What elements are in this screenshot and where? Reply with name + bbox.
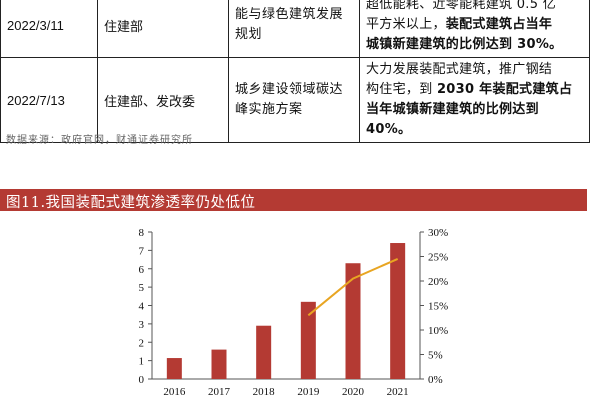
content-cell: 大力发展装配式建筑，推广钢结 构住宅，到 2030 年装配式建筑占 当年城镇新建建筑… [359, 57, 590, 143]
document-cell: 能与绿色建筑发展 规划 [228, 0, 360, 58]
bar [256, 325, 272, 379]
document-line: 能与绿色建筑发展 [235, 7, 344, 22]
document-line: 城乡建设领域碳达 [235, 82, 344, 97]
right-tick-label: 5% [428, 350, 443, 362]
x-tick-label: 2016 [163, 386, 186, 398]
left-tick-label: 7 [139, 245, 145, 257]
document-cell: 城乡建设领域碳达 峰实施方案 [228, 57, 360, 143]
content-line: 城镇新建建筑的比例达到 30%。 [366, 35, 583, 55]
bold-text: 城镇新建建筑的比例达到 30%。 [366, 37, 563, 52]
text: 大力发展装配式建筑，推广钢结 [366, 62, 553, 77]
bar [300, 301, 316, 379]
content-line: 当年城镇新建建筑的比例达到 [366, 100, 583, 120]
policy-table: 2022/3/11 住建部 能与绿色建筑发展 规划 超低能耗、近零能耗建筑 0.… [0, 0, 590, 143]
x-tick-label: 2021 [387, 386, 409, 398]
bold-text: 40%。 [366, 122, 412, 137]
left-tick-label: 6 [139, 264, 145, 276]
penetration-line [307, 258, 399, 317]
left-tick-label: 0 [139, 374, 145, 386]
content-line: 平方米以上，装配式建筑占当年 [366, 15, 583, 35]
department-cell: 住建部 [97, 0, 229, 58]
bar [166, 358, 182, 379]
right-tick-label: 10% [428, 325, 448, 337]
left-tick-label: 8 [139, 227, 145, 239]
bold-text: 当年城镇新建建筑的比例达到 [366, 102, 539, 117]
content-line: 40%。 [366, 120, 583, 140]
source-note: 数据来源：政府官网，财通证券研究所 [6, 135, 193, 146]
right-tick-label: 15% [428, 301, 448, 313]
bar [345, 263, 361, 379]
content-line: 超低能耗、近零能耗建筑 0.5 亿 [366, 0, 583, 15]
bar [211, 349, 227, 379]
x-tick-label: 2018 [253, 386, 276, 398]
date-cell: 2022/3/11 [0, 0, 98, 58]
date-cell: 2022/7/13 [0, 57, 98, 143]
right-tick-label: 30% [428, 227, 448, 239]
figure-title: 图11.我国装配式建筑渗透率仍处低位 [6, 195, 256, 211]
text: 构住宅，到 [366, 82, 437, 97]
document-line: 峰实施方案 [235, 102, 303, 117]
left-tick-label: 2 [139, 337, 145, 349]
table-row: 2022/3/11 住建部 能与绿色建筑发展 规划 超低能耗、近零能耗建筑 0.… [0, 0, 590, 58]
document-line: 规划 [235, 27, 263, 42]
text: 超低能耗、近零能耗建筑 0.5 亿 [366, 0, 557, 12]
content-cell: 超低能耗、近零能耗建筑 0.5 亿平方米以上，装配式建筑占当年 城镇新建建筑的比例… [359, 0, 590, 58]
right-tick-label: 25% [428, 252, 448, 264]
x-tick-label: 2017 [208, 386, 231, 398]
bold-text: 2030 年装配式建筑占 [436, 82, 573, 97]
content-line: 构住宅，到 2030 年装配式建筑占 [366, 80, 583, 100]
table-row: 2022/7/13 住建部、发改委 城乡建设领域碳达 峰实施方案 大力发展装配式… [0, 57, 590, 143]
left-tick-label: 1 [139, 356, 145, 368]
left-tick-label: 3 [139, 319, 145, 331]
x-tick-label: 2019 [297, 386, 320, 398]
text: 平方米以上， [366, 17, 446, 32]
department-cell: 住建部、发改委 [97, 57, 229, 143]
bar [390, 243, 406, 379]
figure-title-bar: 图11.我国装配式建筑渗透率仍处低位 [0, 189, 587, 211]
right-tick-label: 20% [428, 276, 448, 288]
content-line: 大力发展装配式建筑，推广钢结 [366, 60, 583, 80]
left-tick-label: 5 [139, 282, 145, 294]
right-tick-label: 0% [428, 374, 443, 386]
left-tick-label: 4 [139, 301, 145, 313]
x-tick-label: 2020 [342, 386, 365, 398]
bold-text: 装配式建筑占当年 [445, 17, 553, 32]
